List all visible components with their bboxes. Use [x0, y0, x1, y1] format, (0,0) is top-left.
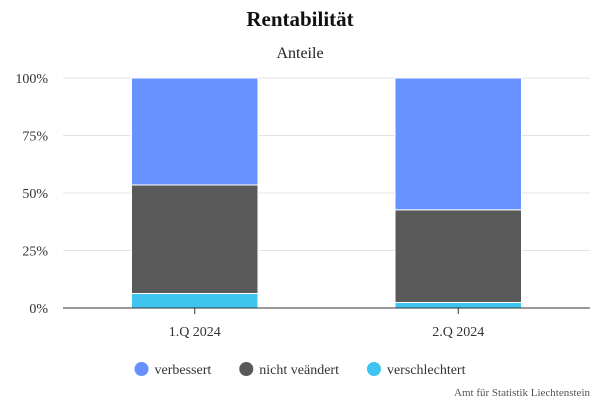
- x-tick-label: 1.Q 2024: [169, 325, 221, 340]
- chart-subtitle: Anteile: [276, 45, 323, 62]
- y-tick-label: 25%: [22, 245, 48, 260]
- legend-label: verschlechtert: [387, 363, 466, 378]
- bar-segment: [131, 184, 259, 295]
- bar-segment: [394, 77, 522, 211]
- bar-segment: [131, 77, 259, 186]
- bar-segment: [394, 301, 522, 309]
- legend-swatch: [239, 362, 254, 376]
- chart-title: Rentabilität: [246, 7, 353, 31]
- credit-text: Amt für Statistik Liechtenstein: [454, 387, 590, 399]
- x-tick-label: 2.Q 2024: [432, 325, 484, 340]
- bar-segment: [131, 293, 259, 309]
- y-tick-label: 50%: [22, 187, 48, 202]
- y-tick-label: 0%: [29, 302, 48, 317]
- legend-label: verbessert: [155, 363, 212, 378]
- legend-label: nicht veändert: [259, 363, 339, 378]
- axes: 0% 25% 50% 75% 100% 1.Q 2024 2.Q 2024: [15, 72, 590, 340]
- legend: verbessert nicht veändert verschlechtert: [134, 362, 466, 378]
- bar-segment: [394, 209, 522, 303]
- bars: [131, 77, 522, 309]
- y-tick-label: 75%: [22, 130, 48, 145]
- y-tick-label: 100%: [15, 72, 48, 87]
- legend-swatch: [366, 362, 381, 376]
- legend-swatch: [134, 362, 149, 376]
